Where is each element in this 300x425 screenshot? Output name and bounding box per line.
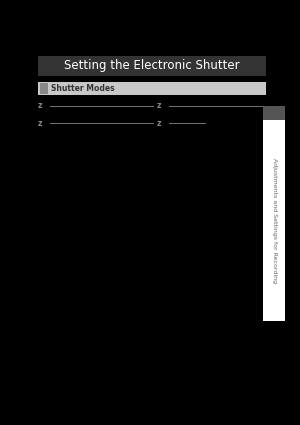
FancyBboxPatch shape <box>40 83 48 94</box>
FancyBboxPatch shape <box>38 56 266 76</box>
FancyBboxPatch shape <box>263 106 285 120</box>
Text: z: z <box>157 119 161 128</box>
FancyBboxPatch shape <box>263 106 285 321</box>
FancyBboxPatch shape <box>38 82 266 95</box>
Text: z: z <box>157 102 161 111</box>
Text: z: z <box>38 119 43 128</box>
Text: z: z <box>38 102 43 111</box>
Text: Adjustments and Settings for Recording: Adjustments and Settings for Recording <box>272 158 277 283</box>
Text: Setting the Electronic Shutter: Setting the Electronic Shutter <box>64 60 240 73</box>
Text: Shutter Modes: Shutter Modes <box>51 84 115 93</box>
